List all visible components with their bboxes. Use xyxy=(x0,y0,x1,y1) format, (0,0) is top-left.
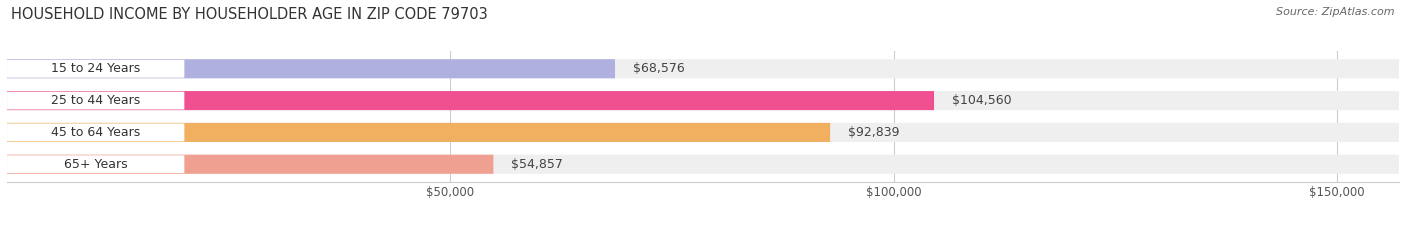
Text: 65+ Years: 65+ Years xyxy=(63,158,128,171)
Text: 25 to 44 Years: 25 to 44 Years xyxy=(51,94,141,107)
Text: 15 to 24 Years: 15 to 24 Years xyxy=(51,62,141,75)
FancyBboxPatch shape xyxy=(7,123,184,141)
FancyBboxPatch shape xyxy=(7,92,184,110)
FancyBboxPatch shape xyxy=(7,59,614,78)
FancyBboxPatch shape xyxy=(7,155,1399,174)
FancyBboxPatch shape xyxy=(7,60,184,78)
Text: $104,560: $104,560 xyxy=(952,94,1011,107)
FancyBboxPatch shape xyxy=(7,155,494,174)
FancyBboxPatch shape xyxy=(7,155,184,173)
FancyBboxPatch shape xyxy=(7,91,934,110)
FancyBboxPatch shape xyxy=(7,59,1399,78)
Text: HOUSEHOLD INCOME BY HOUSEHOLDER AGE IN ZIP CODE 79703: HOUSEHOLD INCOME BY HOUSEHOLDER AGE IN Z… xyxy=(11,7,488,22)
Text: $68,576: $68,576 xyxy=(633,62,685,75)
FancyBboxPatch shape xyxy=(7,123,830,142)
FancyBboxPatch shape xyxy=(7,91,1399,110)
FancyBboxPatch shape xyxy=(7,123,1399,142)
Text: 45 to 64 Years: 45 to 64 Years xyxy=(51,126,141,139)
Text: $54,857: $54,857 xyxy=(512,158,562,171)
Text: Source: ZipAtlas.com: Source: ZipAtlas.com xyxy=(1277,7,1395,17)
Text: $92,839: $92,839 xyxy=(848,126,900,139)
